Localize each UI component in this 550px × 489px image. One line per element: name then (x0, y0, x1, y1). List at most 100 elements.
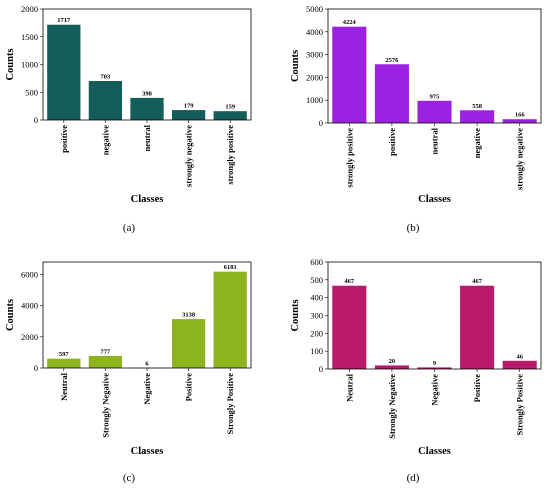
panel-caption-b: (b) (406, 222, 420, 234)
x-tick-label: Positive (472, 374, 482, 403)
x-tick-label: neutral (430, 127, 440, 154)
x-tick-label: strongly positive (344, 128, 354, 188)
bar (88, 355, 123, 368)
data-label: 159 (225, 104, 236, 111)
bar (171, 319, 206, 368)
chart-panel-2: 597 Neutral 777 Strongly Negative 6 Negative 3… (5, 261, 252, 457)
x-tick-label: Strongly Positive (225, 373, 235, 435)
bar (47, 24, 81, 121)
x-tick-label: Neutral (344, 373, 354, 401)
data-label: 3138 (182, 312, 196, 319)
y-tick-label: 1000 (306, 95, 323, 105)
y-tick-label: 2000 (306, 72, 323, 82)
x-tick-label: positive (59, 125, 69, 153)
y-tick-label: 200 (310, 328, 323, 338)
y-tick-label: 0 (319, 118, 323, 128)
bar (213, 111, 247, 120)
y-tick-label: 3000 (306, 50, 323, 60)
data-label: 558 (472, 103, 483, 110)
data-label: 777 (101, 348, 112, 355)
x-tick-label: negative (100, 125, 110, 155)
panel-caption-a: (a) (122, 222, 136, 234)
x-tick-label: Strongly Negative (387, 374, 397, 439)
x-tick-label: Positive (184, 373, 194, 402)
data-label: 1717 (57, 17, 71, 24)
data-label: 398 (142, 90, 153, 97)
data-label: 9 (433, 360, 437, 367)
y-axis-label: Counts (5, 299, 16, 331)
data-label: 597 (59, 351, 70, 358)
chart-panel-1: 4224 strongly positive 2576 positive 975 neut… (290, 4, 542, 205)
bar (502, 119, 537, 123)
data-label: 703 (101, 73, 112, 80)
plot-frame (42, 261, 252, 369)
plot-frame (327, 8, 542, 124)
data-label: 467 (344, 278, 355, 285)
data-label: 6181 (224, 264, 237, 271)
y-tick-label: 2000 (21, 4, 38, 14)
x-axis-label: Classes (418, 446, 451, 457)
y-tick-label: 0 (319, 364, 323, 374)
y-axis-label: Counts (5, 48, 16, 80)
y-tick-label: 2000 (21, 332, 38, 342)
x-tick-label: neutral (142, 124, 152, 151)
y-tick-label: 500 (310, 275, 323, 285)
x-axis-label: Classes (131, 446, 164, 457)
bar (332, 26, 367, 123)
y-tick-label: 6000 (21, 269, 38, 279)
x-tick-label: strongly positive (225, 125, 235, 185)
y-tick-label: 400 (310, 293, 323, 303)
plot-frame (327, 261, 542, 370)
x-tick-label: Negative (430, 374, 440, 406)
x-tick-label: strongly negative (515, 128, 525, 190)
data-label: 6 (145, 360, 149, 367)
y-tick-label: 0 (34, 363, 38, 373)
x-tick-label: Strongly Positive (515, 374, 525, 436)
y-axis-label: Counts (290, 299, 301, 331)
bar (171, 110, 206, 120)
data-label: 4224 (343, 19, 357, 26)
data-label: 975 (430, 93, 441, 100)
x-axis-label: Classes (131, 194, 164, 205)
bar (417, 367, 452, 369)
y-tick-label: 4000 (306, 27, 323, 37)
plot-frame (42, 8, 252, 121)
bar (374, 64, 409, 123)
bar (332, 285, 367, 369)
x-tick-label: positive (387, 128, 397, 156)
data-label: 20 (389, 358, 396, 365)
y-tick-label: 1000 (21, 60, 38, 70)
bar (417, 100, 452, 123)
y-tick-label: 4000 (21, 301, 38, 311)
x-tick-label: strongly negative (184, 125, 194, 187)
bar (374, 365, 409, 369)
data-label: 166 (515, 112, 526, 119)
bar (88, 80, 123, 120)
chart-panel-3: 467 Neutral 20 Strongly Negative 9 Negative 46… (290, 257, 542, 457)
bar (47, 358, 81, 368)
panel-caption-d: (d) (406, 472, 420, 484)
y-tick-label: 1500 (21, 32, 38, 42)
y-tick-label: 500 (25, 87, 38, 97)
y-tick-label: 5000 (306, 4, 323, 14)
bar (213, 271, 247, 368)
bar (460, 110, 495, 123)
data-label: 467 (472, 278, 483, 285)
bar (460, 285, 495, 369)
y-axis-label: Counts (290, 50, 301, 82)
x-axis-label: Classes (418, 194, 451, 205)
y-tick-label: 600 (310, 257, 323, 267)
panel-caption-c: (c) (122, 472, 136, 484)
data-label: 179 (184, 103, 195, 110)
chart-panel-0: 1717 positive 703 negative 398 neutral 179 stro… (5, 4, 252, 205)
data-label: 46 (516, 353, 523, 360)
x-tick-label: Strongly Negative (100, 373, 110, 438)
x-tick-label: Neutral (59, 372, 69, 400)
y-tick-label: 0 (34, 115, 38, 125)
bar (130, 97, 164, 120)
bar (502, 360, 537, 369)
x-tick-label: Negative (142, 373, 152, 405)
x-tick-label: negative (472, 128, 482, 158)
y-tick-label: 300 (310, 311, 323, 321)
